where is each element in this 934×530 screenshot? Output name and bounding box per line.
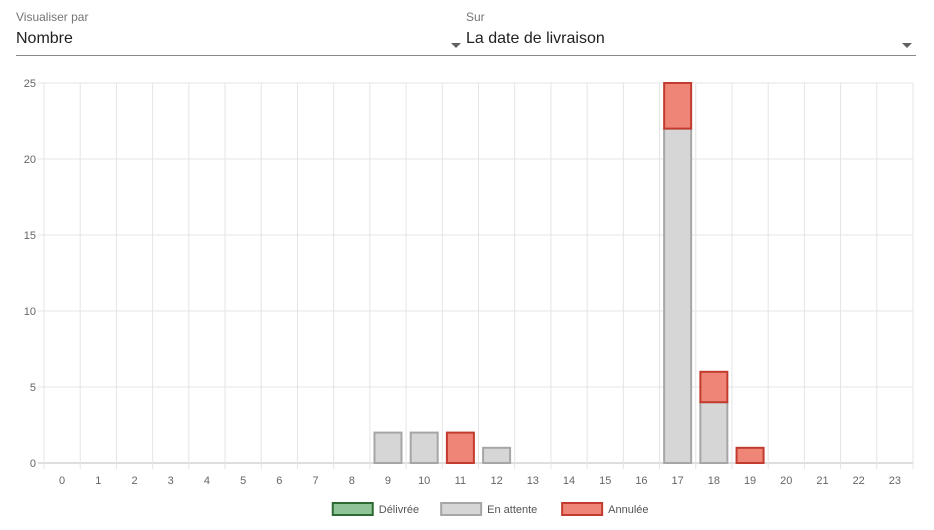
x-tick-label: 6 [276, 475, 282, 487]
bar-segment [445, 431, 475, 465]
group-by-select-label: Sur [466, 10, 485, 24]
group-by-dropdown-caret-icon[interactable] [902, 43, 912, 48]
x-tick-label: 12 [490, 475, 502, 487]
x-tick-label: 23 [889, 475, 901, 487]
x-tick-label: 11 [455, 475, 466, 487]
bar-segment [699, 370, 729, 404]
x-tick-label: 3 [168, 475, 174, 487]
x-tick-label: 17 [672, 475, 684, 487]
x-tick-label: 16 [635, 475, 647, 487]
x-tick-label: 8 [349, 475, 355, 487]
y-tick-label: 0 [30, 458, 36, 470]
x-tick-label: 9 [385, 475, 391, 487]
bar-segment [482, 446, 512, 464]
metric-select-underline [16, 55, 458, 56]
legend-label: Annulée [608, 504, 648, 516]
x-tick-label: 0 [59, 475, 65, 487]
metric-select-label: Visualiser par [16, 10, 89, 24]
x-tick-label: 19 [744, 475, 756, 487]
x-tick-label: 15 [599, 475, 611, 487]
group-by-select[interactable]: Sur La date de livraison [452, 6, 916, 56]
y-tick-label: 25 [24, 78, 36, 90]
x-tick-label: 21 [816, 475, 828, 487]
bar-segment [735, 446, 765, 464]
x-tick-label: 7 [313, 475, 319, 487]
bar-segment [373, 431, 403, 465]
legend-swatch [440, 502, 483, 516]
x-tick-label: 22 [853, 475, 865, 487]
x-tick-label: 5 [240, 475, 246, 487]
bar-segment [409, 431, 439, 465]
legend-label: Délivrée [379, 504, 419, 516]
legend-label: En attente [487, 504, 537, 516]
bar-segment [699, 401, 729, 465]
group-by-select-underline [452, 55, 916, 56]
bar-segment [663, 82, 693, 130]
x-tick-label: 1 [95, 475, 101, 487]
legend-swatch [561, 502, 604, 516]
y-tick-label: 5 [30, 382, 36, 394]
x-tick-label: 4 [204, 475, 210, 487]
metric-select-value[interactable]: Nombre [16, 30, 73, 47]
legend-swatch [331, 502, 374, 516]
group-by-select-value[interactable]: La date de livraison [466, 30, 605, 47]
x-tick-label: 2 [131, 475, 137, 487]
bar-segment [663, 127, 693, 464]
metric-dropdown-caret-icon[interactable] [451, 43, 461, 48]
x-tick-label: 13 [527, 475, 539, 487]
x-tick-label: 20 [780, 475, 792, 487]
x-tick-label: 14 [563, 475, 575, 487]
x-tick-label: 10 [418, 475, 430, 487]
y-tick-label: 10 [24, 306, 36, 318]
x-tick-label: 18 [708, 475, 720, 487]
metric-select[interactable]: Visualiser par Nombre [16, 6, 461, 56]
y-tick-label: 20 [24, 154, 36, 166]
y-tick-label: 15 [24, 230, 36, 242]
